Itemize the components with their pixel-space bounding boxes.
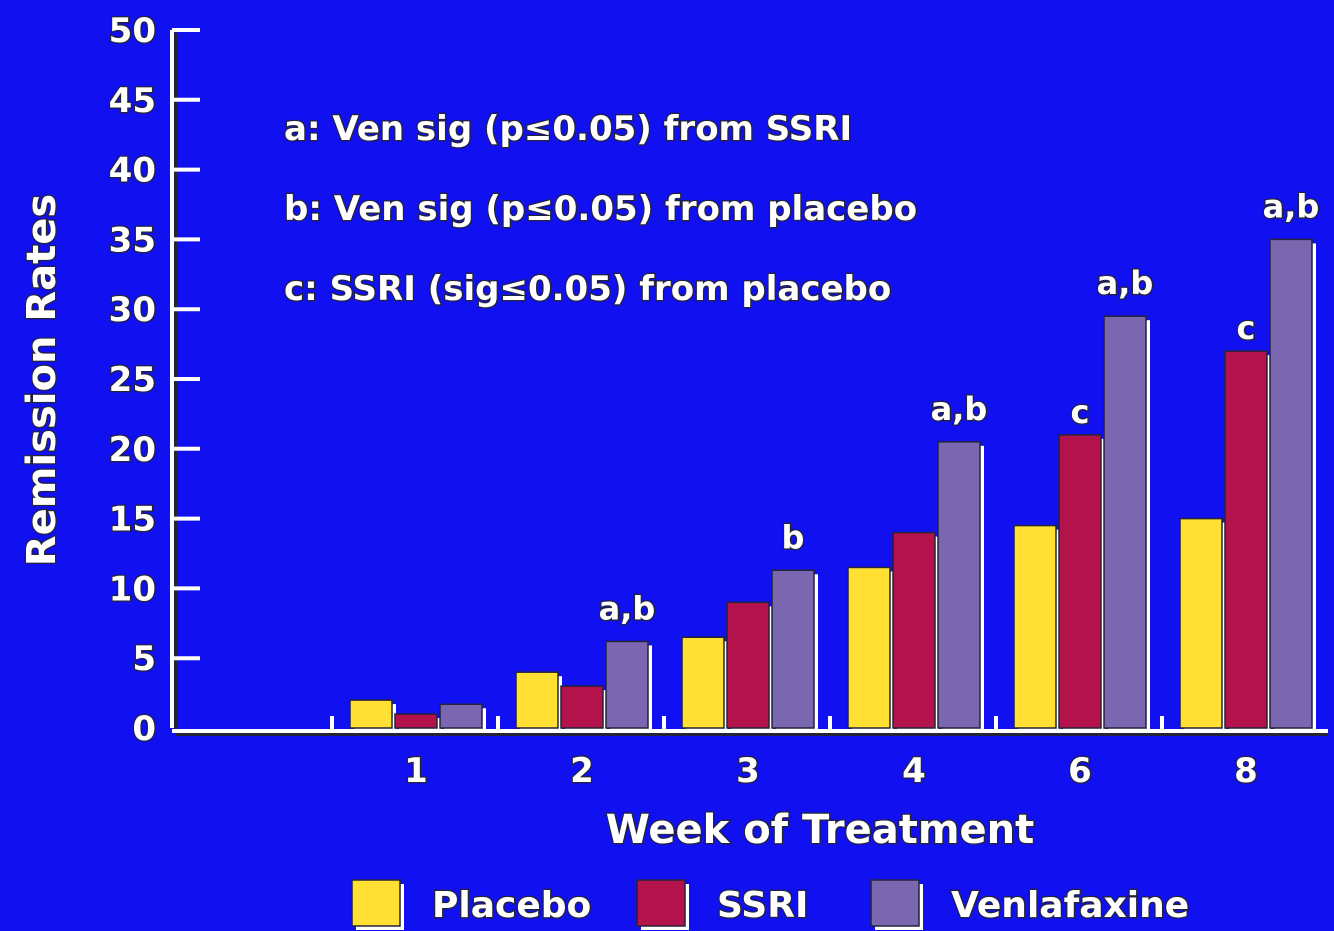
bar-venlafaxine: [605, 640, 649, 729]
bar-venlafaxine: [439, 703, 483, 729]
bar-ssri: [394, 713, 438, 729]
legend-label-placebo: Placebo: [432, 885, 591, 926]
bar-placebo: [1179, 517, 1223, 729]
y-tick-label: 0: [132, 709, 156, 749]
bar-ssri: [560, 685, 604, 729]
x-tick-label: 2: [570, 751, 594, 791]
ssri-sig-label: c: [1237, 309, 1256, 347]
bar-placebo: [681, 636, 725, 729]
significance-note: c: SSRI (sig≤0.05) from placebo: [284, 269, 891, 309]
bar-venlafaxine: [1103, 315, 1147, 729]
bars: a,b b a,b c a,b c a,b: [349, 186, 1321, 732]
bar-ssri: [726, 601, 770, 729]
legend-swatch-ssri: [636, 879, 686, 927]
y-tick-label: 35: [109, 220, 156, 260]
y-tick-label: 40: [109, 151, 156, 191]
venlafaxine-sig-label: a,b: [1097, 264, 1154, 302]
y-axis-label: Remission Rates: [19, 194, 65, 566]
legend-label-venlafaxine: Venlafaxine: [951, 885, 1189, 926]
bar-placebo: [847, 566, 891, 729]
bar-ssri: [892, 531, 936, 729]
y-tick-label: 50: [109, 11, 156, 51]
y-tick-label: 25: [109, 360, 156, 400]
y-tick-label: 45: [109, 81, 156, 121]
y-tick-label: 20: [109, 430, 156, 470]
bar-placebo: [349, 699, 393, 729]
x-tick-label: 4: [902, 751, 926, 791]
bar-venlafaxine: [771, 569, 815, 729]
x-axis-label: Week of Treatment: [606, 807, 1035, 853]
legend-swatch-placebo: [351, 879, 401, 927]
legend: Placebo SSRI Venlafaxine: [351, 879, 1190, 930]
venlafaxine-sig-label: b: [782, 518, 805, 556]
bar-placebo: [515, 671, 559, 729]
venlafaxine-sig-label: a,b: [931, 390, 988, 428]
y-tick-label: 5: [132, 639, 156, 679]
ssri-sig-label: c: [1071, 393, 1090, 431]
legend-swatch-venlafaxine: [870, 879, 920, 927]
x-tick-label: 3: [736, 751, 760, 791]
bar-ssri: [1224, 350, 1268, 729]
significance-note: b: Ven sig (p≤0.05) from placebo: [284, 189, 917, 229]
x-tick-label: 6: [1068, 751, 1092, 791]
x-tick-label: 8: [1234, 751, 1258, 791]
y-tick-label: 15: [109, 500, 156, 540]
y-tick-label: 10: [109, 569, 156, 609]
significance-notes: a: Ven sig (p≤0.05) from SSRI b: Ven sig …: [283, 108, 919, 311]
venlafaxine-sig-label: a,b: [1263, 187, 1320, 225]
y-axis: 0 5 10 15 20 25 30 35 40 45 50: [107, 10, 200, 750]
bar-venlafaxine: [1269, 238, 1313, 729]
significance-note: a: Ven sig (p≤0.05) from SSRI: [284, 109, 852, 149]
bar-venlafaxine: [937, 441, 981, 729]
bar-ssri: [1058, 434, 1102, 729]
x-tick-label: 1: [404, 751, 428, 791]
legend-label-ssri: SSRI: [717, 885, 808, 926]
bar-placebo: [1013, 524, 1057, 729]
venlafaxine-sig-label: a,b: [599, 589, 656, 627]
y-tick-label: 30: [109, 290, 156, 330]
